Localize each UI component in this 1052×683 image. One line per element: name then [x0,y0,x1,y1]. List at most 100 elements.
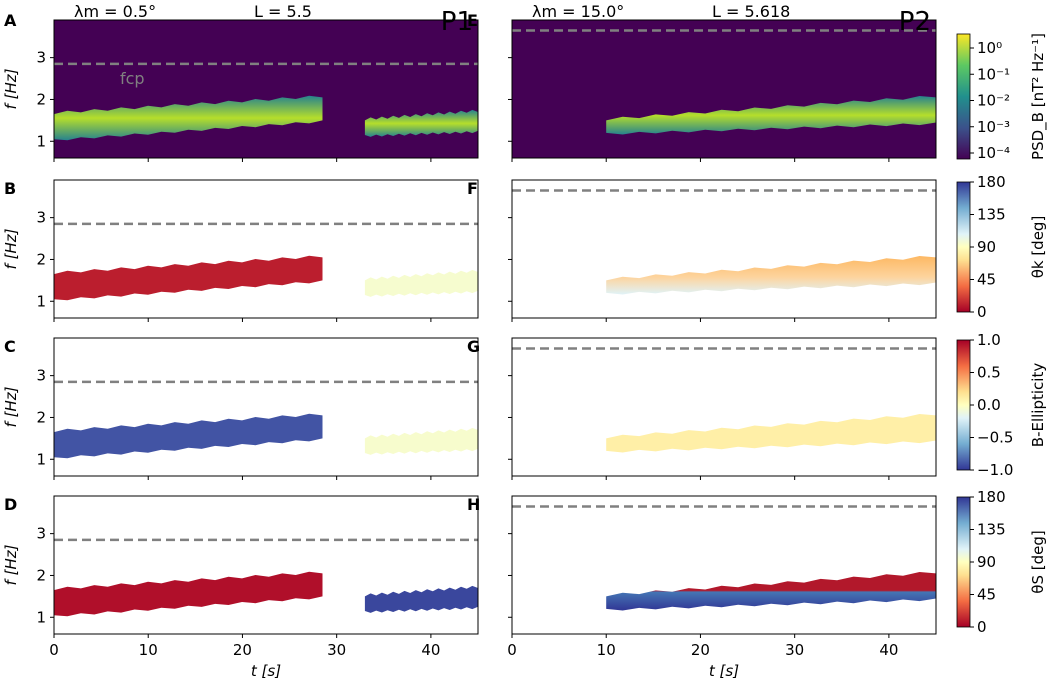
colorbar-label: PSD_B [nT² Hz⁻¹] [1029,33,1048,160]
panel-frame [53,179,479,319]
burst-1 [606,256,936,295]
panel-letter: F [467,179,478,198]
panel-letter: D [4,495,17,514]
panel-background [54,496,478,634]
panel-letter: G [467,337,480,356]
colorbar-tick-label: 0 [977,618,987,636]
panel-background [54,180,478,318]
burst-2 [364,427,478,455]
colorbar-gradient [956,339,971,471]
colorbar-psd [956,33,974,160]
burst-2 [364,269,478,297]
colorbar-tick-label: 180 [977,488,1006,506]
burst-1 [606,96,936,135]
colorbar-gradient [956,33,971,160]
x-tick-label: 40 [879,641,898,659]
colorbar-tick-label: 10⁻⁴ [977,144,1010,162]
lambda-label: λm = 15.0° [532,2,624,21]
panel-letter: E [467,11,478,30]
x-tick-label: 10 [597,641,616,659]
burst-2 [364,585,478,613]
y-tick-label: 2 [36,90,46,108]
x-tick-label: 10 [139,641,158,659]
panel-D [50,495,479,638]
panel-frame [511,495,937,635]
colorbar-gradient [956,181,971,313]
panel-H [508,495,937,638]
y-tick-label: 3 [36,49,46,67]
x-axis-label: t [s] [709,662,739,680]
colorbar-label: B-Ellipticity [1029,363,1047,448]
y-tick-label: 3 [36,367,46,385]
y-axis-label: f [Hz] [2,68,20,109]
colorbar-tick-label: 0.5 [977,364,1001,382]
colorbar-tick-label: 0.0 [977,396,1001,414]
panel-frame [511,179,937,319]
colorbar-tick-label: 1.0 [977,331,1001,349]
position-label: P2 [899,7,931,37]
burst-1 [54,95,323,141]
x-tick-label: 30 [785,641,804,659]
colorbar-gradient [956,496,971,628]
panel-F [508,179,937,322]
panel-frame [53,337,479,477]
y-axis-label: f [Hz] [2,228,20,269]
burst-1 [54,413,323,459]
burst-1 [54,255,323,301]
x-tick-label: 0 [49,641,59,659]
panel-background [512,20,936,158]
colorbar-tick-label: 10⁰ [977,39,1002,57]
panel-B [50,179,479,322]
colorbar-tick-label: 90 [977,553,996,571]
y-tick-label: 3 [36,525,46,543]
colorbar-label: θk [deg] [1029,216,1047,279]
panel-background [512,496,936,634]
fcp-label: fcp [120,69,145,88]
panel-E [508,19,937,162]
burst-1 [606,414,936,453]
y-tick-label: 1 [36,132,46,150]
y-tick-label: 1 [36,292,46,310]
x-tick-label: 20 [233,641,252,659]
colorbar-label: θS [deg] [1029,530,1047,593]
l-shell-label: L = 5.618 [712,2,790,21]
burst-1 [54,571,323,617]
panel-background [54,20,478,158]
x-axis-label: t [s] [251,662,281,680]
colorbar-tick-label: 10⁻³ [977,118,1010,136]
panel-letter: A [4,11,17,30]
y-tick-label: 2 [36,250,46,268]
panel-C [50,337,479,480]
burst-1 [606,572,936,611]
colorbar-tick-label: 45 [977,271,996,289]
panel-background [54,338,478,476]
x-tick-label: 20 [691,641,710,659]
position-label: P1 [441,7,473,37]
colorbar-tick-label: 90 [977,238,996,256]
colorbar-ellipticity [956,339,974,471]
x-tick-label: 30 [327,641,346,659]
colorbar-tick-label: 0 [977,303,987,321]
colorbar-theta_k [956,181,974,313]
y-tick-label: 1 [36,608,46,626]
burst-2 [364,109,478,137]
colorbar-tick-label: 45 [977,586,996,604]
colorbar-tick-label: 135 [977,206,1006,224]
colorbar-tick-label: −0.5 [977,429,1013,447]
panel-letter: C [4,337,16,356]
x-tick-label: 0 [507,641,517,659]
panel-background [512,180,936,318]
colorbar-tick-label: 180 [977,173,1006,191]
panel-frame [511,19,937,159]
colorbar-tick-label: 10⁻² [977,92,1010,110]
y-tick-label: 2 [36,566,46,584]
y-axis-label: f [Hz] [2,544,20,585]
lambda-label: λm = 0.5° [74,2,156,21]
panel-frame [511,337,937,477]
y-axis-label: f [Hz] [2,386,20,427]
panel-frame [53,19,479,159]
y-tick-label: 2 [36,408,46,426]
colorbar-tick-label: 10⁻¹ [977,65,1010,83]
panel-A [50,19,479,162]
